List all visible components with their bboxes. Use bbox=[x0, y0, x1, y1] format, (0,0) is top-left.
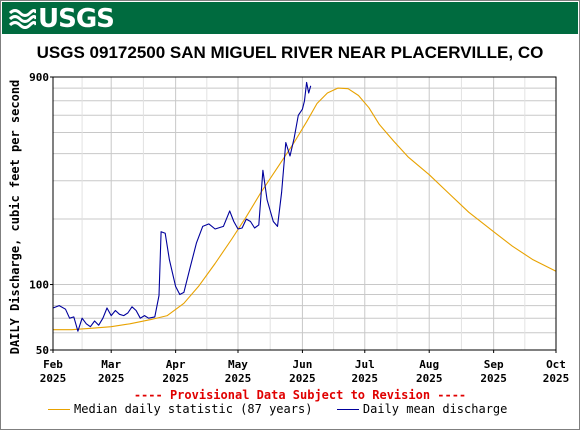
x-tick-month: Oct bbox=[546, 358, 566, 371]
y-tick-labels: 50 100 900 bbox=[29, 71, 53, 357]
series-line-median bbox=[53, 87, 557, 331]
x-tick-month: Mar bbox=[101, 358, 121, 371]
x-tick-year: 2025 bbox=[40, 372, 67, 385]
x-tick-year: 2025 bbox=[352, 372, 379, 385]
legend-swatch-median bbox=[48, 409, 70, 410]
x-tick-month: Jun bbox=[292, 358, 312, 371]
legend-label-median: Median daily statistic (87 years) bbox=[74, 402, 313, 416]
x-tick-month: Sep bbox=[484, 358, 504, 371]
x-tick-year: 2025 bbox=[543, 372, 570, 385]
legend-item-daily-mean: Daily mean discharge bbox=[336, 402, 508, 416]
x-tick-year: 2025 bbox=[289, 372, 316, 385]
usgs-banner: USGS bbox=[2, 2, 578, 34]
y-tick-label: 50 bbox=[36, 344, 49, 357]
x-tick-month: Feb bbox=[43, 358, 63, 371]
x-tick-year: 2025 bbox=[98, 372, 125, 385]
x-tick-labels: Feb2025Mar2025Apr2025May2025Jun2025Jul20… bbox=[40, 350, 570, 385]
provisional-note: ---- Provisional Data Subject to Revisio… bbox=[133, 388, 467, 402]
y-tick-label: 100 bbox=[29, 279, 49, 292]
legend-item-median: Median daily statistic (87 years) bbox=[48, 402, 312, 416]
series-layer bbox=[52, 81, 557, 332]
chart-title: USGS 09172500 SAN MIGUEL RIVER NEAR PLAC… bbox=[36, 43, 544, 62]
x-tick-month: Aug bbox=[419, 358, 439, 371]
legend: Median daily statistic (87 years) Daily … bbox=[48, 402, 507, 416]
x-tick-month: May bbox=[228, 358, 248, 371]
grid-lines bbox=[52, 77, 557, 350]
y-tick-label: 900 bbox=[29, 71, 49, 84]
x-tick-month: Apr bbox=[166, 358, 186, 371]
x-tick-year: 2025 bbox=[162, 372, 189, 385]
legend-swatch-daily-mean bbox=[336, 409, 359, 410]
legend-label-daily-mean: Daily mean discharge bbox=[362, 402, 508, 416]
usgs-logo-text[interactable]: USGS bbox=[38, 4, 115, 34]
y-axis-label: DAILY Discharge, cubic feet per second bbox=[8, 80, 22, 355]
series-line-daily-mean bbox=[52, 81, 312, 332]
x-tick-year: 2025 bbox=[225, 372, 252, 385]
x-tick-month: Jul bbox=[355, 358, 375, 371]
x-tick-year: 2025 bbox=[416, 372, 443, 385]
plot-border bbox=[52, 76, 557, 351]
usgs-wave-logo-icon[interactable] bbox=[8, 7, 36, 29]
x-tick-year: 2025 bbox=[480, 372, 507, 385]
